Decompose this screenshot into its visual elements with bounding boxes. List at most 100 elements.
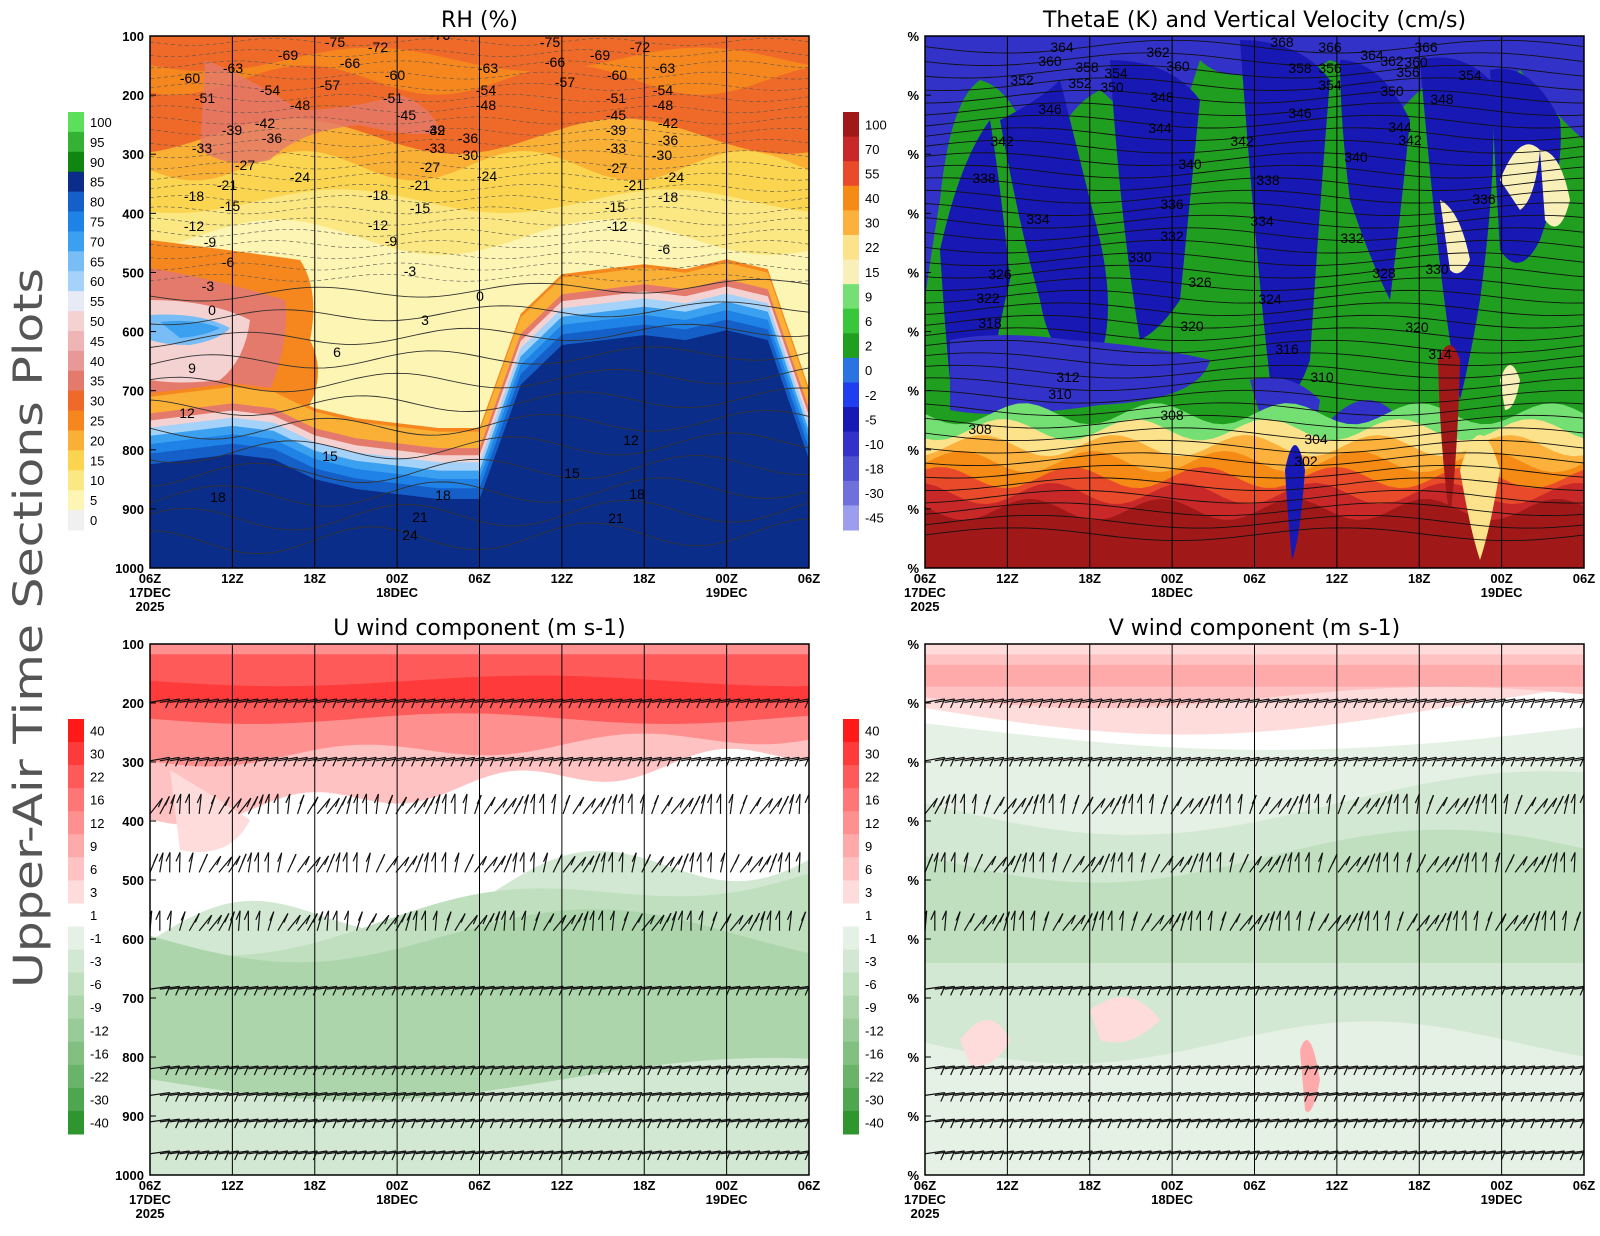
v-wind-barb xyxy=(1278,797,1292,815)
u-wind-barb xyxy=(726,913,732,923)
u-colorbar-swatch xyxy=(68,857,84,881)
v-wind-barb xyxy=(1288,1065,1309,1070)
u-wind-barb xyxy=(808,988,809,990)
u-wind-barb xyxy=(269,911,275,921)
u-wind-barb xyxy=(434,910,438,931)
u-wind-barb xyxy=(248,1118,269,1123)
u-wind-barb xyxy=(385,1118,406,1123)
u-wind-barb xyxy=(317,756,338,762)
v-wind-barb xyxy=(992,914,998,925)
v-wind-barb xyxy=(963,852,969,862)
rh-contour-label: -21 xyxy=(624,177,644,193)
u-wind-barb xyxy=(730,1065,751,1070)
u-wind-barb xyxy=(494,1065,515,1070)
v-wind-barb xyxy=(1033,698,1053,704)
v-wind-barb xyxy=(1534,1150,1555,1155)
v-wind-barb xyxy=(993,856,1008,873)
rh-xtick: 00Z xyxy=(386,571,408,586)
v-wind-barb xyxy=(1170,1150,1191,1155)
u-wind-barb xyxy=(179,1150,200,1155)
v-positive-pocket xyxy=(960,1020,1010,1066)
v-wind-barb xyxy=(982,914,988,925)
v-wind-barb xyxy=(1190,698,1211,704)
v-colorbar-swatch xyxy=(843,834,859,858)
rh-xtick: 06Z xyxy=(139,571,161,586)
u-wind-barb xyxy=(287,914,301,932)
v-wind-barb xyxy=(1160,1065,1181,1070)
u-wind-barb xyxy=(627,793,633,804)
v-wind-barb xyxy=(1298,985,1319,990)
u-wind-barb xyxy=(335,852,341,862)
v-wind-barb xyxy=(1033,985,1054,990)
u-wind-barb xyxy=(454,698,475,704)
v-wind-barb xyxy=(1426,1091,1447,1096)
u-wind-barb xyxy=(710,852,713,873)
v-wind-barb xyxy=(1170,1118,1191,1123)
thetae-colorbar-swatch xyxy=(843,431,859,457)
v-wind-barb xyxy=(1141,985,1162,990)
u-wind-barb xyxy=(404,856,410,867)
u-wind-barb xyxy=(519,852,525,862)
v-wind-barb xyxy=(1060,793,1066,804)
u-wind-barb xyxy=(651,1118,672,1123)
u-wind-barb xyxy=(582,1150,603,1155)
u-wind-barb xyxy=(799,1093,809,1096)
thetae-updraft-column xyxy=(940,120,1010,390)
rh-contour-label: -9 xyxy=(204,234,217,250)
u-wind-barb xyxy=(523,1150,544,1155)
u-colorbar-label: -6 xyxy=(90,977,102,992)
u-wind-barb xyxy=(789,1150,809,1155)
u-wind-barb xyxy=(405,756,426,762)
thetae-contour-label: 362 xyxy=(1380,53,1404,69)
u-wind-barb xyxy=(307,698,328,704)
u-wind-barb xyxy=(533,756,554,762)
v-wind-barb xyxy=(1574,1119,1584,1123)
v-wind-barb xyxy=(1559,852,1566,862)
u-wind-barb xyxy=(523,985,544,990)
thetae-colorbar-swatch xyxy=(843,308,859,334)
v-wind-barb xyxy=(1013,985,1034,990)
v-wind-barb xyxy=(933,852,939,862)
u-wind-barb xyxy=(376,698,397,704)
v-wind-barb xyxy=(1406,1118,1427,1123)
u-wind-barb xyxy=(207,914,213,925)
v-wind-barb xyxy=(1564,756,1584,762)
v-wind-barb xyxy=(1332,854,1338,864)
v-wind-barb xyxy=(1515,1091,1536,1096)
v-wind-barb xyxy=(1032,910,1036,931)
u-wind-barb xyxy=(659,914,665,925)
v-wind-barb xyxy=(1485,793,1488,814)
u-wind-barb xyxy=(395,1150,416,1155)
v-wind-barb xyxy=(1298,698,1319,704)
v-wind-barb xyxy=(1163,794,1169,805)
rh-ytick: 1000 xyxy=(115,561,144,576)
v-wind-barb xyxy=(1239,1150,1260,1155)
u-wind-barb xyxy=(825,1093,829,1102)
u-wind-barb xyxy=(602,1065,623,1070)
rh-contour-label: -57 xyxy=(555,74,575,90)
u-wind-barb xyxy=(749,1065,770,1070)
u-wind-barb xyxy=(150,756,170,762)
v-wind-barb xyxy=(1367,756,1388,762)
rh-contour-label: -30 xyxy=(652,147,672,163)
v-colorbar-swatch xyxy=(843,1087,859,1112)
v-xtick: 06Z xyxy=(1243,1178,1265,1193)
v-wind-barb xyxy=(1495,985,1516,990)
u-wind-barb xyxy=(690,985,711,990)
v-wind-barb xyxy=(1042,985,1063,990)
rh-colorbar-label: 5 xyxy=(90,493,97,508)
v-ytick: % xyxy=(907,991,919,1006)
u-wind-barb xyxy=(789,698,809,704)
thetae-colorbar-label: 40 xyxy=(865,191,879,206)
u-wind-barb xyxy=(376,1118,397,1123)
rh-xtick-date: 19DEC xyxy=(706,585,749,600)
thetae-subsidence-spot xyxy=(1540,150,1570,227)
v-wind-barb xyxy=(1110,852,1116,862)
v-wind-barb xyxy=(954,1150,975,1155)
u-wind-barb xyxy=(542,852,549,873)
u-colorbar-label: -12 xyxy=(90,1023,109,1038)
thetae-colorbar-swatch xyxy=(843,382,859,408)
u-wind-barb xyxy=(799,700,809,704)
v-wind-barb xyxy=(941,910,947,921)
u-wind-barb xyxy=(366,985,387,990)
